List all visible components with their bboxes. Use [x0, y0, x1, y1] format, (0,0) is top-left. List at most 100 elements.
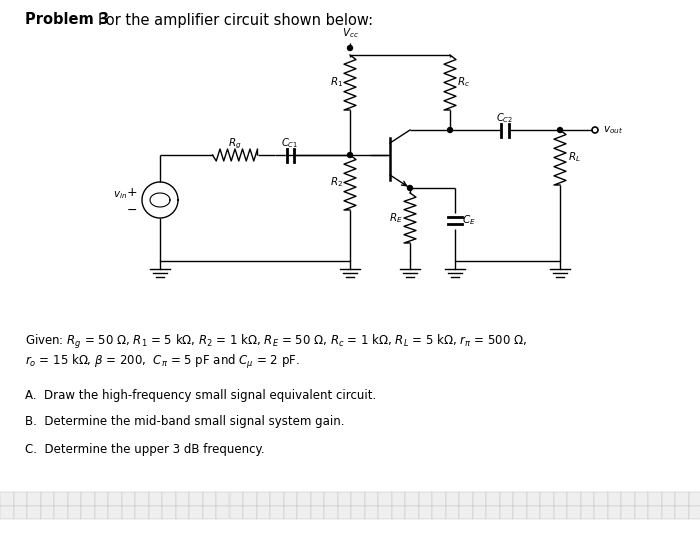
Bar [122, 505, 135, 519]
Bar [378, 505, 391, 519]
Text: $R_2$: $R_2$ [330, 176, 344, 189]
Bar [284, 492, 297, 505]
Bar [324, 505, 337, 519]
Bar [500, 505, 513, 519]
Bar [94, 492, 108, 505]
Bar [351, 492, 365, 505]
Bar [270, 505, 284, 519]
Bar [135, 492, 148, 505]
Circle shape [407, 185, 412, 190]
Text: +: + [127, 185, 137, 199]
Bar [270, 492, 284, 505]
Bar [540, 505, 554, 519]
Bar [297, 505, 311, 519]
Bar [473, 505, 486, 519]
Text: C.  Determine the upper 3 dB frequency.: C. Determine the upper 3 dB frequency. [25, 443, 265, 456]
Bar [365, 492, 378, 505]
Text: $R_L$: $R_L$ [568, 150, 580, 165]
Bar [27, 505, 41, 519]
Bar [567, 505, 580, 519]
Bar [405, 492, 419, 505]
Bar [256, 505, 270, 519]
Bar [419, 505, 432, 519]
Text: $R_E$: $R_E$ [389, 211, 403, 225]
Bar [54, 505, 67, 519]
Bar [486, 505, 500, 519]
Text: $V_{cc}$: $V_{cc}$ [342, 26, 358, 40]
Text: $R_1$: $R_1$ [330, 75, 344, 89]
Text: $r_o$ = 15 k$\Omega$, $\beta$ = 200,  $C_{\pi}$ = 5 pF and $C_{\mu}$ = 2 pF.: $r_o$ = 15 k$\Omega$, $\beta$ = 200, $C_… [25, 353, 300, 371]
Text: Given: $R_g$ = 50 $\Omega$, $R_1$ = 5 k$\Omega$, $R_2$ = 1 k$\Omega$, $R_E$ = 50: Given: $R_g$ = 50 $\Omega$, $R_1$ = 5 k$… [25, 333, 527, 351]
Bar [81, 505, 94, 519]
Bar [594, 505, 608, 519]
Text: $R_g$: $R_g$ [228, 137, 242, 151]
Bar [554, 505, 567, 519]
Bar [108, 492, 122, 505]
Text: B.  Determine the mid-band small signal system gain.: B. Determine the mid-band small signal s… [25, 416, 344, 428]
Bar [216, 492, 230, 505]
Bar [67, 505, 81, 519]
Text: Problem 3: Problem 3 [25, 13, 109, 27]
Bar [689, 492, 700, 505]
Bar [445, 505, 459, 519]
Bar [337, 492, 351, 505]
Bar [148, 492, 162, 505]
Circle shape [347, 153, 353, 158]
Bar [27, 492, 41, 505]
Bar [621, 492, 634, 505]
Bar [526, 505, 540, 519]
Bar [122, 492, 135, 505]
Circle shape [347, 45, 353, 50]
Bar [486, 492, 500, 505]
Bar [580, 505, 594, 519]
Text: $C_{C2}$: $C_{C2}$ [496, 111, 514, 125]
Bar [202, 505, 216, 519]
Circle shape [557, 127, 563, 132]
Bar [432, 492, 445, 505]
Bar [81, 492, 94, 505]
Bar [419, 492, 432, 505]
Bar [473, 492, 486, 505]
Bar [162, 505, 176, 519]
Bar [608, 492, 621, 505]
Bar [67, 492, 81, 505]
Bar [662, 505, 675, 519]
Bar [284, 505, 297, 519]
Bar [445, 492, 459, 505]
Bar [337, 505, 351, 519]
Bar [162, 492, 176, 505]
Bar [391, 492, 405, 505]
Bar [202, 492, 216, 505]
Bar [540, 492, 554, 505]
Bar [648, 505, 662, 519]
Circle shape [447, 127, 452, 132]
Bar [608, 505, 621, 519]
Bar [351, 505, 365, 519]
Bar [243, 505, 256, 519]
Bar [54, 492, 67, 505]
Bar [13, 505, 27, 519]
Bar [135, 505, 148, 519]
Bar [459, 492, 473, 505]
Bar [148, 505, 162, 519]
Text: $C_{C1}$: $C_{C1}$ [281, 136, 299, 150]
Text: $v_{out}$: $v_{out}$ [603, 124, 623, 136]
Bar [189, 505, 202, 519]
Bar [567, 492, 580, 505]
Bar [311, 492, 324, 505]
Bar [230, 505, 243, 519]
Bar [554, 492, 567, 505]
Bar [365, 505, 378, 519]
Bar [513, 505, 526, 519]
Bar [662, 492, 675, 505]
Bar [94, 505, 108, 519]
Bar [243, 492, 256, 505]
Bar [311, 505, 324, 519]
Bar [13, 492, 27, 505]
Bar [41, 492, 54, 505]
Bar [459, 505, 473, 519]
Bar [0, 492, 13, 505]
Bar [648, 492, 662, 505]
Bar [391, 505, 405, 519]
Bar [297, 492, 311, 505]
